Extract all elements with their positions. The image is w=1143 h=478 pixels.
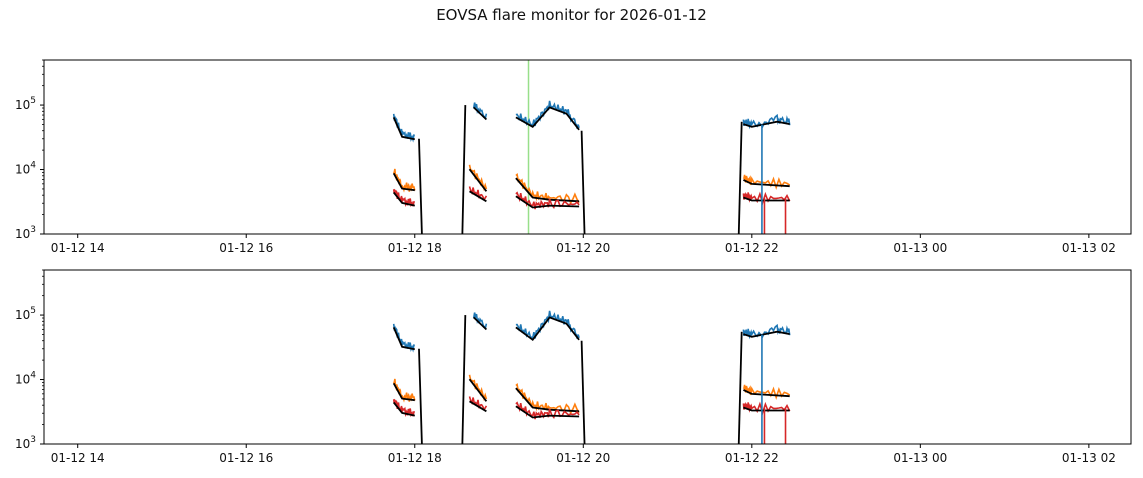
dropoff-line: [418, 348, 423, 444]
x-tick-label: 01-12 16: [219, 241, 273, 255]
dropoff-line: [461, 105, 467, 234]
y-tick-label: 104: [15, 161, 36, 177]
x-tick-label: 01-13 00: [893, 241, 947, 255]
trend-blue-block-4: [743, 120, 790, 128]
trend-orange-block-4: [743, 389, 790, 398]
y-tick-label: 103: [15, 435, 36, 451]
dropoff-line: [461, 315, 467, 444]
panel-1-plot-area: [392, 60, 791, 234]
dropoff-line: [418, 138, 423, 234]
trend-orange-block-3: [515, 177, 580, 203]
dropoff-line: [580, 130, 586, 234]
dropoff-line: [580, 340, 586, 444]
trend-orange-block-2: [468, 378, 488, 402]
trend-blue-block-3: [515, 106, 580, 131]
series-red-block-2: [468, 186, 488, 201]
trend-red-block-2: [469, 400, 487, 413]
trend-red-block-4: [743, 406, 790, 412]
series-red-block-4: [742, 191, 791, 206]
x-tick-label: 01-12 20: [556, 451, 610, 465]
y-tick-label: 103: [15, 225, 36, 241]
chart-title: EOVSA flare monitor for 2026-01-12: [436, 6, 707, 24]
trend-red-block-1: [392, 191, 415, 207]
x-tick-label: 01-12 22: [725, 241, 779, 255]
trend-orange-block-4: [743, 179, 790, 188]
series-orange-block-1: [392, 378, 416, 403]
trend-red-block-4: [743, 196, 790, 202]
trend-orange-block-3: [515, 387, 580, 413]
trend-blue-block-4: [743, 330, 790, 338]
trend-red-block-3: [515, 405, 580, 419]
dropoff-line: [737, 121, 743, 234]
series-blue-block-3: [515, 100, 580, 129]
x-tick-label: 01-13 00: [893, 451, 947, 465]
x-tick-label: 01-13 02: [1062, 241, 1116, 255]
trend-blue-block-1: [392, 117, 415, 141]
trend-red-block-2: [469, 190, 487, 203]
trend-red-block-1: [392, 401, 415, 417]
x-tick-label: 01-12 18: [388, 451, 442, 465]
x-tick-label: 01-13 02: [1062, 451, 1116, 465]
panel-2: 01-12 14 01-12 16 01-12 18 01-12 20 01-12 22…: [15, 269, 1132, 465]
x-tick-label: 01-12 16: [219, 451, 273, 465]
y-tick-label: 105: [15, 96, 36, 112]
x-tick-label: 01-12 22: [725, 451, 779, 465]
dropoff-line: [737, 331, 743, 444]
y-tick-label: 105: [15, 306, 36, 322]
panel-1: 01-12 14 01-12 16 01-12 18 01-12 20 01-12 22…: [15, 59, 1132, 255]
trend-orange-block-2: [468, 168, 488, 192]
trend-orange-block-1: [392, 382, 415, 402]
y-tick-label: 104: [15, 371, 36, 387]
x-tick-label: 01-12 14: [51, 241, 105, 255]
series-orange-block-2: [468, 374, 488, 402]
panel-2-plot-area: [392, 310, 791, 444]
series-orange-block-2: [468, 164, 488, 192]
x-tick-label: 01-12 18: [388, 241, 442, 255]
series-blue-block-4: [742, 113, 791, 130]
trend-red-block-3: [515, 195, 580, 209]
trend-orange-block-1: [392, 172, 415, 192]
trend-blue-block-2: [473, 106, 488, 121]
axes-frame: [43, 59, 1132, 235]
axes-frame: [43, 269, 1132, 445]
trend-blue-block-2: [473, 316, 488, 331]
series-orange-block-1: [392, 168, 416, 193]
trend-blue-block-3: [515, 316, 580, 342]
series-red-block-4: [742, 401, 791, 416]
x-tick-label: 01-12 20: [556, 241, 610, 255]
series-blue-block-4: [742, 323, 791, 340]
series-red-block-2: [468, 396, 488, 411]
trend-blue-block-1: [392, 327, 415, 351]
x-tick-label: 01-12 14: [51, 451, 105, 465]
